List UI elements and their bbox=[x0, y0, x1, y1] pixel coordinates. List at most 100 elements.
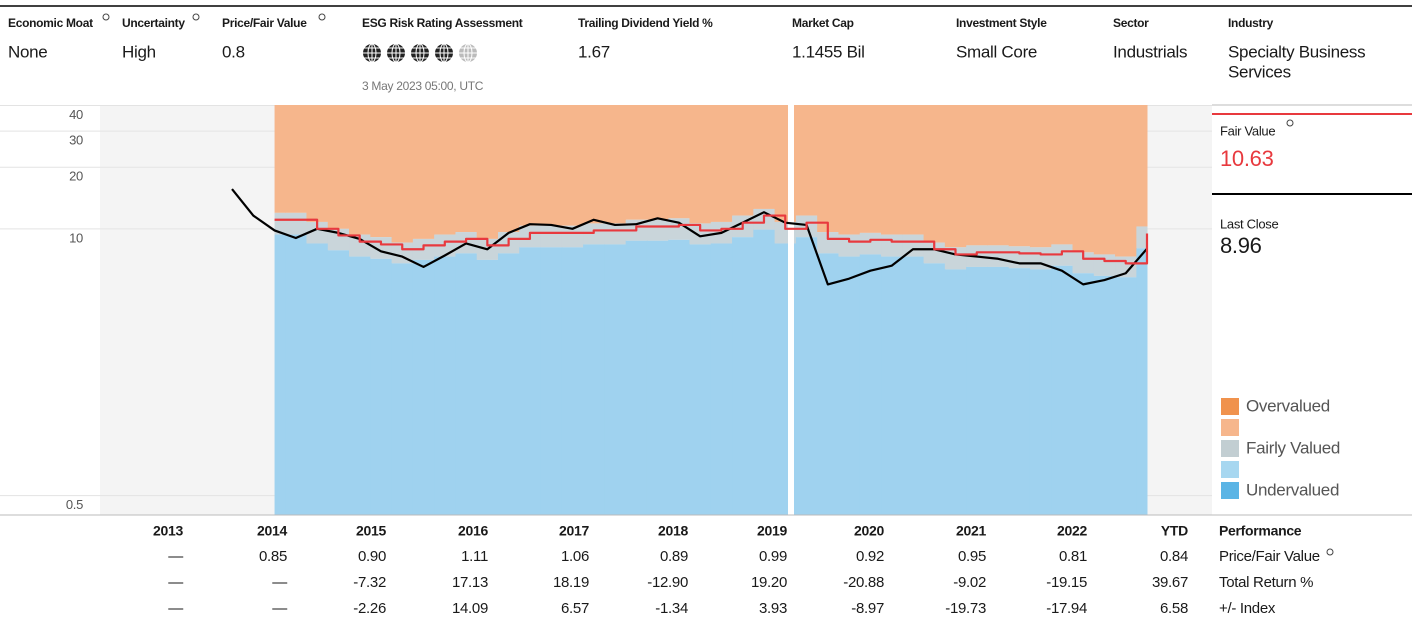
field-value: Services bbox=[1228, 62, 1291, 81]
band-undervalued bbox=[540, 247, 563, 515]
band-fairly-valued bbox=[1008, 246, 1031, 269]
table-cell: 17.13 bbox=[452, 574, 488, 591]
esg-globe bbox=[363, 43, 381, 63]
band-undervalued bbox=[434, 256, 456, 515]
band-fairly-valued bbox=[274, 212, 286, 235]
header: Economic Moat None Uncertainty High Price/Fa… bbox=[8, 16, 1366, 93]
table-cell: 6.57 bbox=[561, 600, 589, 617]
band-fairly-valued bbox=[285, 212, 307, 235]
band-overvalued bbox=[497, 105, 520, 233]
band-overvalued bbox=[1093, 105, 1116, 255]
band-undervalued bbox=[306, 243, 329, 515]
table-cell: -17.94 bbox=[1046, 600, 1087, 617]
band-undervalued bbox=[987, 266, 1010, 515]
table-cell: 19.20 bbox=[751, 574, 787, 591]
band-overvalued bbox=[583, 105, 605, 224]
table-cell: -19.15 bbox=[1046, 574, 1087, 591]
band-undervalued bbox=[817, 253, 839, 515]
band-undervalued bbox=[1008, 268, 1031, 515]
y-tick-label: 10 bbox=[69, 230, 83, 245]
band-fairly-valued bbox=[668, 218, 690, 240]
field-label: Economic Moat bbox=[8, 16, 93, 30]
globe-lines bbox=[387, 44, 405, 62]
band-overvalued bbox=[476, 105, 499, 239]
band-fairly-valued bbox=[604, 223, 627, 245]
fair-value: 10.63 bbox=[1220, 146, 1274, 171]
field-label: Investment Style bbox=[956, 16, 1047, 30]
band-undervalued bbox=[455, 253, 478, 515]
band-overvalued bbox=[838, 105, 861, 235]
esg-date: 3 May 2023 05:00, UTC bbox=[362, 79, 484, 93]
table-cell: 0.95 bbox=[958, 548, 986, 565]
band-overvalued bbox=[540, 105, 563, 226]
band-undervalued bbox=[668, 239, 690, 515]
legend: Overvalued Fairly Valued Undervalued bbox=[1221, 396, 1340, 499]
field-value: Specialty Business bbox=[1228, 42, 1365, 61]
field-label: ESG Risk Rating Assessment bbox=[362, 16, 523, 30]
table-cell: -2.26 bbox=[353, 600, 386, 617]
esg-globe bbox=[459, 43, 477, 63]
field-value: High bbox=[122, 42, 156, 61]
globe-lines bbox=[411, 44, 429, 62]
esg-globe bbox=[387, 43, 405, 63]
band-undervalued bbox=[1115, 277, 1137, 515]
band-fairly-valued bbox=[987, 245, 1010, 267]
band-overvalued bbox=[434, 105, 456, 235]
band-fairly-valued bbox=[1072, 252, 1095, 274]
field-value: 0.8 bbox=[222, 42, 245, 61]
band-undervalued bbox=[710, 243, 733, 515]
table-cell: — bbox=[168, 600, 183, 617]
band-undervalued bbox=[1136, 248, 1148, 515]
band-overvalued bbox=[327, 105, 350, 229]
globe-lines bbox=[435, 44, 453, 62]
table-cell: -19.73 bbox=[945, 600, 986, 617]
globe-lines bbox=[363, 44, 381, 62]
band-undervalued bbox=[966, 266, 988, 515]
band-fairly-valued bbox=[817, 232, 839, 254]
table-cell: 18.19 bbox=[553, 574, 589, 591]
globe-meridian bbox=[391, 43, 401, 63]
band-undervalued bbox=[1072, 273, 1095, 515]
band-overvalued bbox=[1115, 105, 1137, 257]
band-fairly-valued bbox=[540, 225, 563, 248]
table-header: 2016 bbox=[458, 523, 488, 539]
table-cell: 0.90 bbox=[358, 548, 386, 565]
band-undervalued bbox=[859, 254, 882, 515]
band-overvalued bbox=[902, 105, 925, 235]
legend-label: Undervalued bbox=[1246, 480, 1339, 499]
esg-globe bbox=[435, 43, 453, 63]
y-tick-label: 40 bbox=[69, 107, 83, 122]
legend-swatch bbox=[1221, 419, 1239, 436]
table-header: Performance bbox=[1219, 523, 1302, 539]
legend-swatch bbox=[1221, 482, 1239, 499]
band-overvalued bbox=[923, 105, 946, 243]
bands bbox=[274, 105, 1148, 516]
field-label: Industry bbox=[1228, 16, 1274, 30]
band-fairly-valued bbox=[881, 234, 903, 257]
band-overvalued bbox=[881, 105, 903, 235]
band-undervalued bbox=[838, 256, 861, 515]
band-fairly-valued bbox=[1093, 254, 1116, 276]
band-overvalued bbox=[1051, 105, 1074, 245]
band-overvalued bbox=[561, 105, 584, 226]
table-header: 2015 bbox=[356, 523, 386, 539]
band-overvalued bbox=[349, 105, 371, 235]
band-fairly-valued bbox=[902, 234, 925, 257]
field-value: 1.67 bbox=[578, 42, 610, 61]
field-value: None bbox=[8, 42, 47, 61]
period-gap bbox=[788, 105, 794, 515]
field-value: 1.1455 Bil bbox=[792, 42, 865, 61]
band-overvalued bbox=[710, 105, 733, 222]
band-overvalued bbox=[1072, 105, 1095, 253]
table-header: 2013 bbox=[153, 523, 183, 539]
field-label: Market Cap bbox=[792, 16, 854, 30]
band-fairly-valued bbox=[838, 234, 861, 257]
band-overvalued bbox=[391, 105, 414, 243]
table-cell: -20.88 bbox=[843, 574, 884, 591]
globe-meridian bbox=[439, 43, 449, 63]
band-undervalued bbox=[881, 256, 903, 515]
y-tick-label: 20 bbox=[69, 169, 83, 184]
band-overvalued bbox=[817, 105, 839, 233]
band-undervalued bbox=[583, 244, 605, 515]
